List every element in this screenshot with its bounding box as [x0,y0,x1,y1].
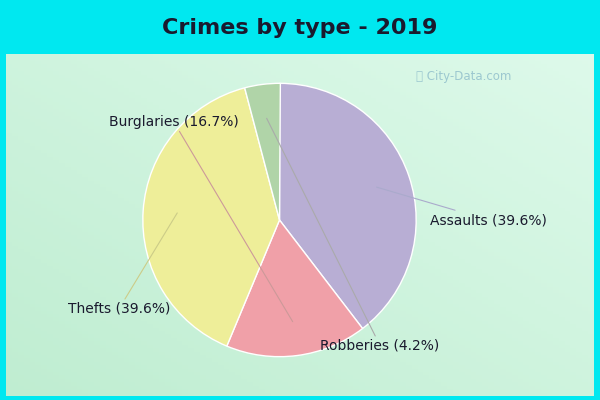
Wedge shape [143,88,280,346]
Text: Thefts (39.6%): Thefts (39.6%) [68,213,177,316]
Wedge shape [227,220,362,357]
Text: Assaults (39.6%): Assaults (39.6%) [377,187,547,227]
Wedge shape [245,83,280,220]
Wedge shape [280,83,416,328]
Text: ⓘ City-Data.com: ⓘ City-Data.com [416,70,512,83]
Text: Crimes by type - 2019: Crimes by type - 2019 [163,18,437,38]
Text: Burglaries (16.7%): Burglaries (16.7%) [109,115,293,322]
Text: Robberies (4.2%): Robberies (4.2%) [266,118,440,353]
